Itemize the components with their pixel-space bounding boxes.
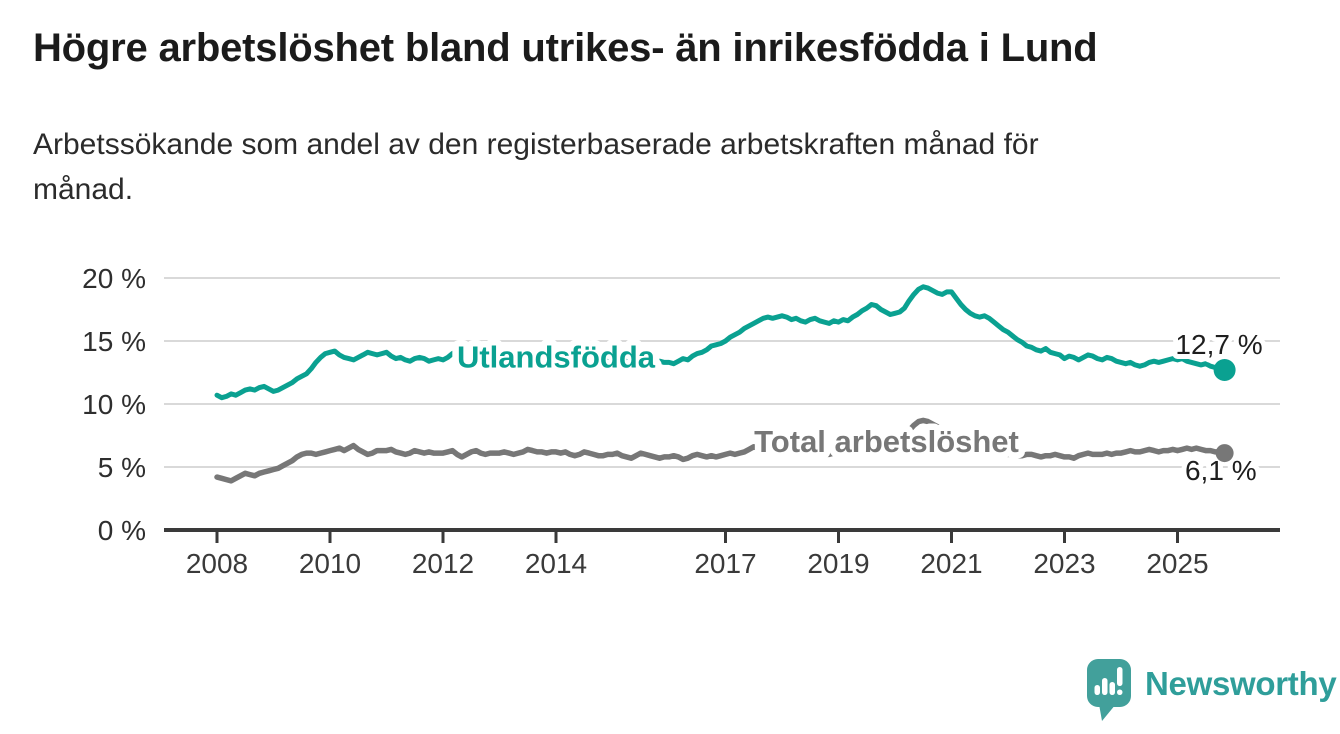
x-tick-label: 2012 xyxy=(412,548,474,579)
x-tick-label: 2021 xyxy=(920,548,982,579)
page-title: Högre arbetslöshet bland utrikes- än inr… xyxy=(33,26,1098,70)
chart-subtitle: Arbetssökande som andel av den registerb… xyxy=(33,128,1039,206)
series-label-utlandsfodda: Utlandsfödda xyxy=(457,339,656,374)
x-tick-label: 2017 xyxy=(694,548,756,579)
series-end-dot-total xyxy=(1215,444,1234,463)
x-tick-label: 2014 xyxy=(525,548,587,579)
y-tick-label: 5 % xyxy=(98,452,146,483)
series-label-total: Total arbetslöshet xyxy=(754,424,1019,459)
x-tick-label: 2010 xyxy=(299,548,361,579)
y-tick-label: 0 % xyxy=(98,515,146,546)
x-tick-label: 2019 xyxy=(807,548,869,579)
y-tick-label: 20 % xyxy=(82,263,146,294)
series-line-utlandsfodda xyxy=(214,284,1228,401)
x-tick-label: 2023 xyxy=(1033,548,1095,579)
newsworthy-bubble-chart-icon xyxy=(1087,659,1131,721)
newsworthy-wordmark: Newsworthy xyxy=(1145,665,1337,702)
series-line-total xyxy=(214,417,1228,484)
newsworthy-logo: Newsworthy xyxy=(1086,658,1337,722)
series-end-dot-utlandsfodda xyxy=(1213,359,1236,381)
y-tick-label: 10 % xyxy=(82,389,146,420)
y-tick-label: 15 % xyxy=(82,326,146,357)
x-tick-label: 2025 xyxy=(1146,548,1208,579)
x-tick-label: 2008 xyxy=(186,548,248,579)
end-value-label-utlandsfodda: 12,7 % xyxy=(1175,329,1262,360)
